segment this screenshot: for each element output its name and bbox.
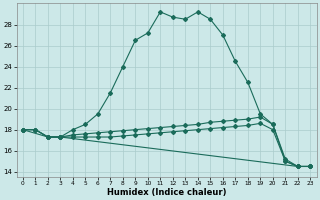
X-axis label: Humidex (Indice chaleur): Humidex (Indice chaleur) [107,188,226,197]
